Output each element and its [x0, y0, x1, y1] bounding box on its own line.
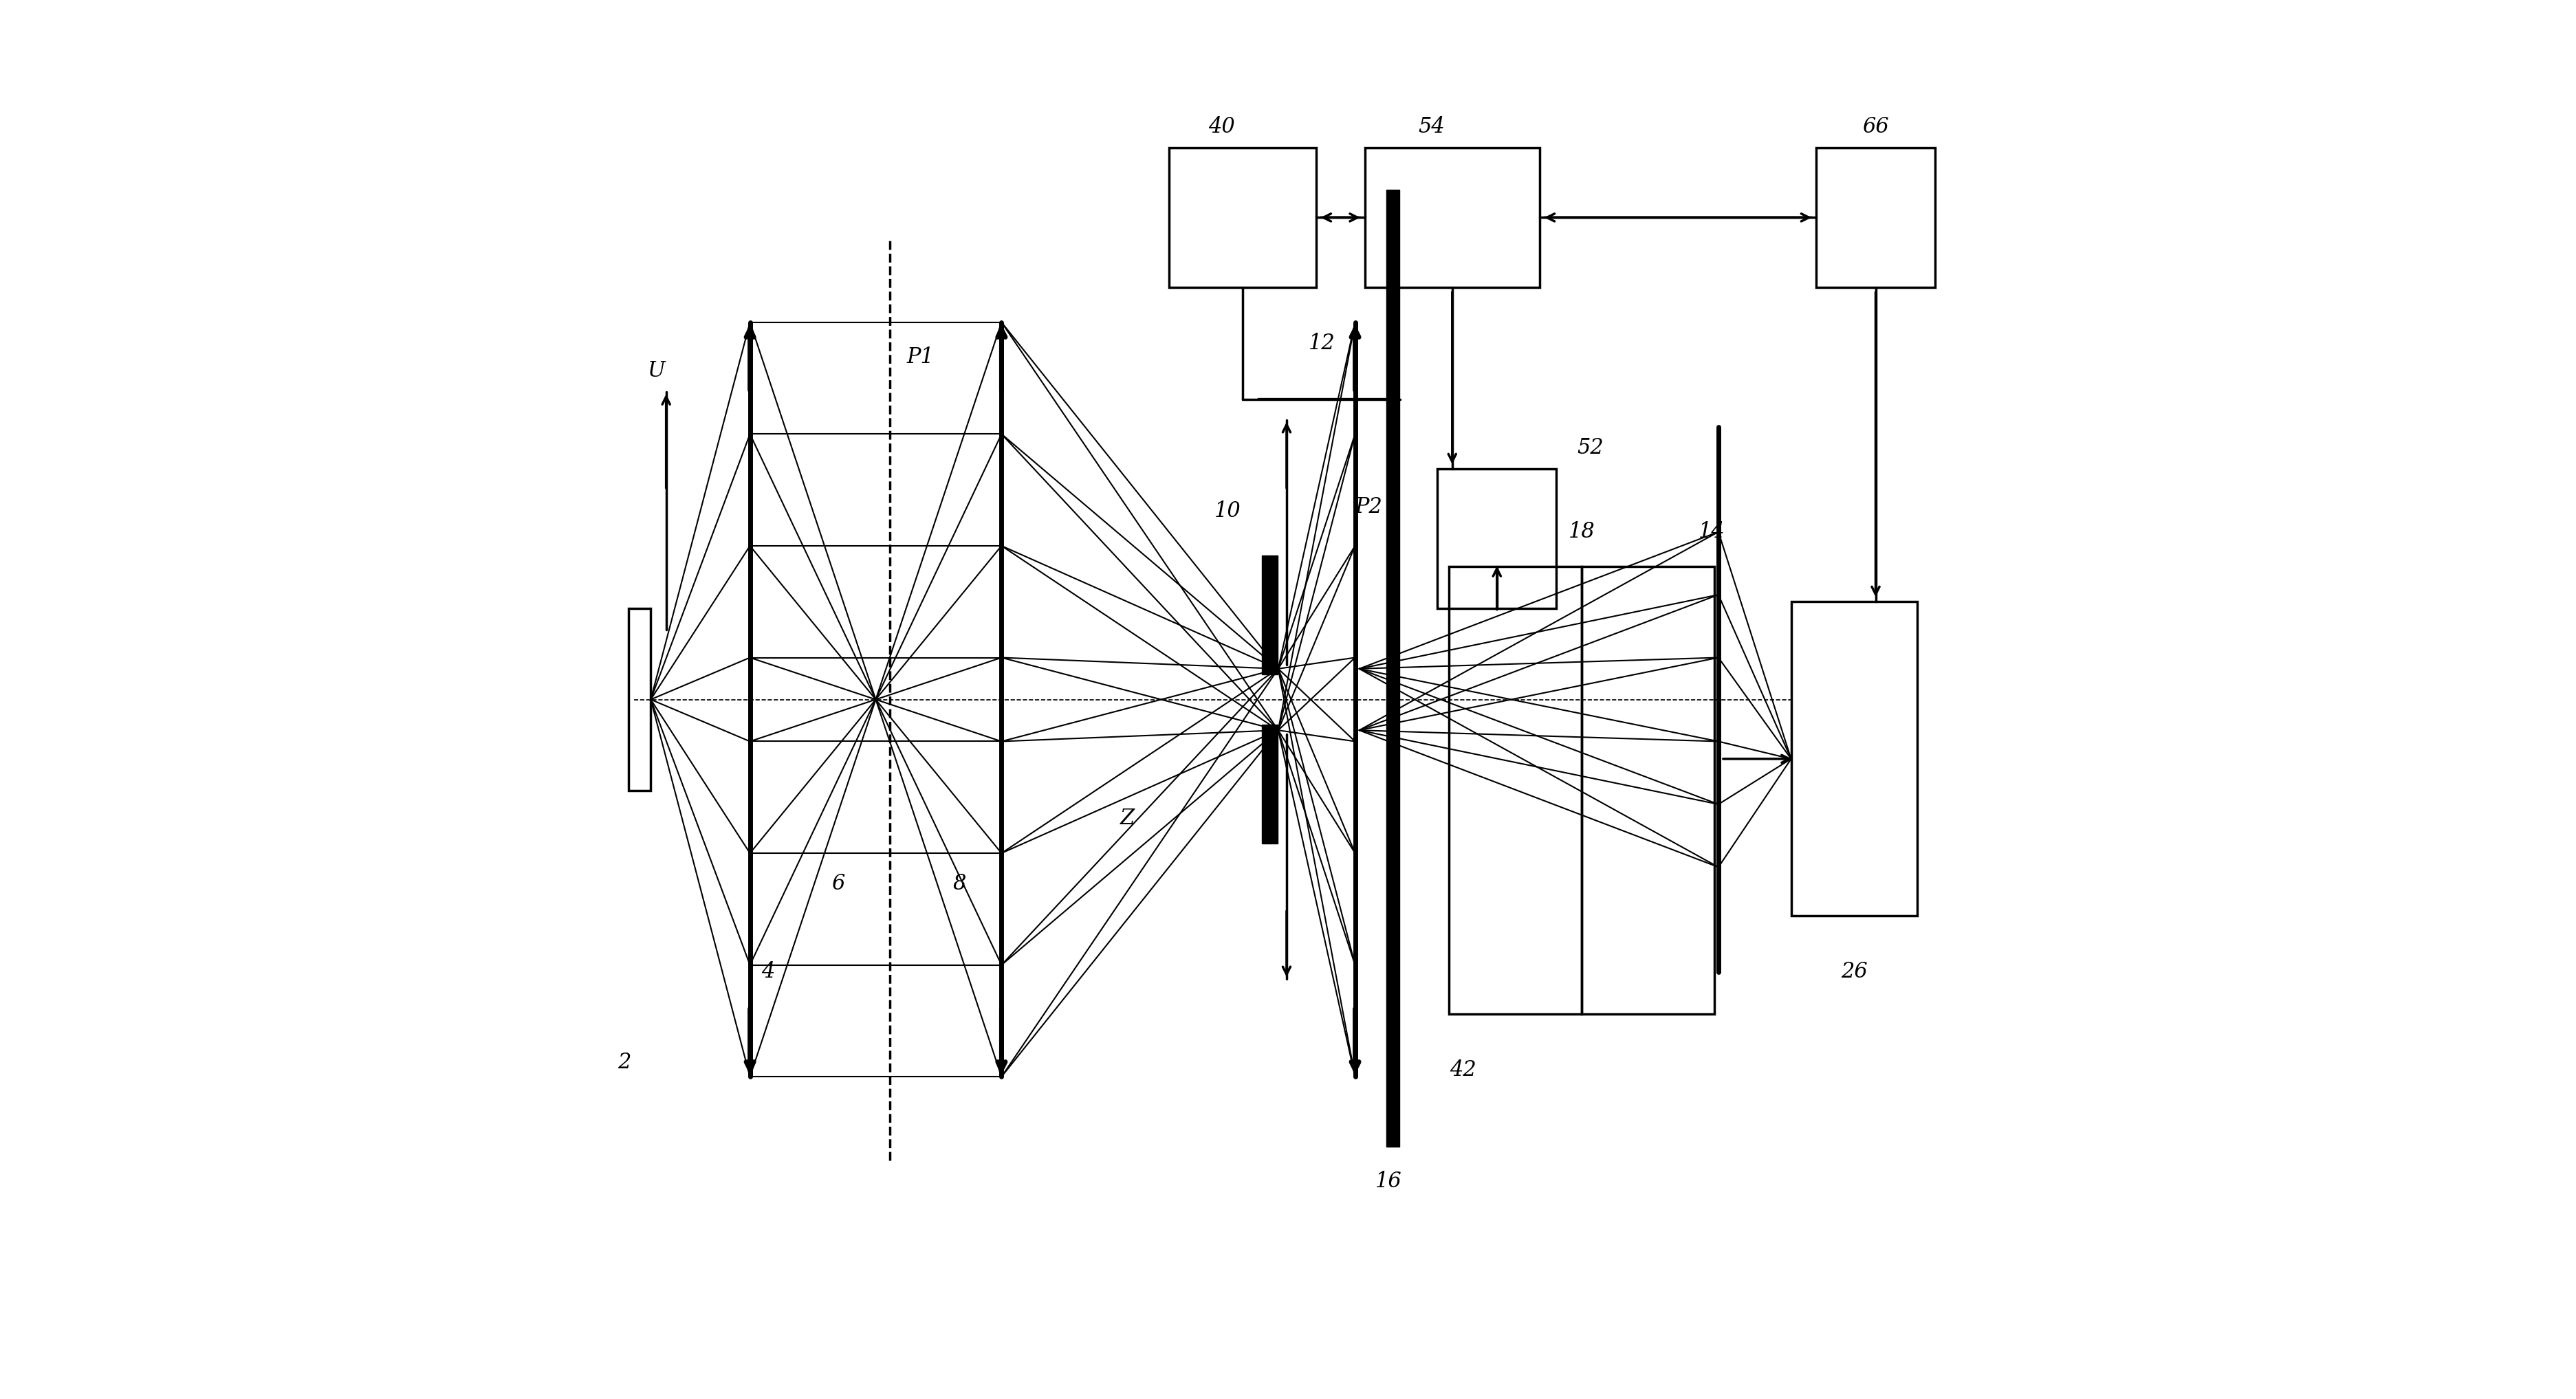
Text: 12: 12 — [1309, 333, 1334, 354]
Text: P2: P2 — [1355, 497, 1383, 518]
Bar — [629, 609, 652, 790]
Text: 18: 18 — [1569, 522, 1595, 543]
Text: 54: 54 — [1417, 116, 1445, 137]
Text: 2: 2 — [618, 1052, 631, 1073]
Text: 42: 42 — [1450, 1059, 1476, 1080]
Text: 4: 4 — [762, 961, 775, 982]
Text: U: U — [647, 361, 665, 382]
Bar — [1448, 567, 1582, 1014]
Text: 66: 66 — [1862, 116, 1888, 137]
Bar — [1365, 148, 1540, 287]
Bar — [1816, 148, 1935, 287]
Bar — [1262, 555, 1278, 674]
Text: Z: Z — [1121, 807, 1133, 830]
Bar — [1582, 567, 1713, 1014]
Bar — [1170, 148, 1316, 287]
Text: 16: 16 — [1376, 1171, 1401, 1192]
Text: 8: 8 — [953, 873, 966, 894]
Text: P1: P1 — [907, 347, 935, 368]
Text: 14: 14 — [1698, 522, 1726, 543]
Text: 6: 6 — [832, 873, 845, 894]
Text: 40: 40 — [1208, 116, 1234, 137]
Bar — [1386, 189, 1399, 1147]
Text: 10: 10 — [1216, 501, 1242, 522]
Text: 52: 52 — [1577, 438, 1605, 459]
Bar — [1437, 469, 1556, 609]
Bar — [1262, 725, 1278, 844]
Bar — [1790, 602, 1917, 916]
Text: 26: 26 — [1842, 961, 1868, 982]
